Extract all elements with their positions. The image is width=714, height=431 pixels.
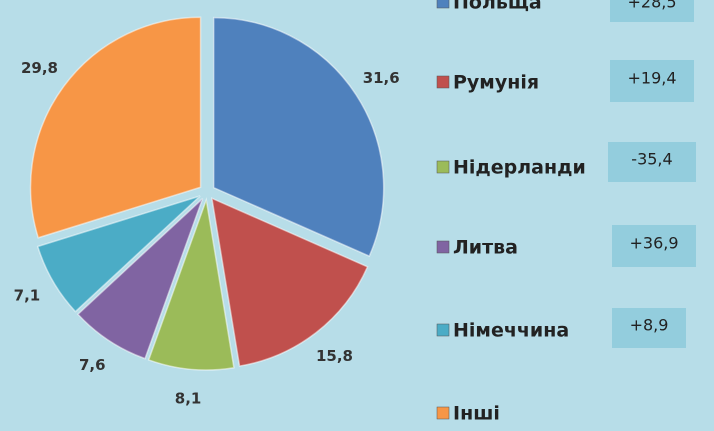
change-label: +8,9 [630,316,669,335]
change-label: -35,4 [631,150,672,169]
pie-slice [29,16,202,239]
data-label: 7,6 [79,356,106,374]
pie-slice [212,16,385,258]
legend-label: Німеччина [453,320,569,342]
change-box [612,225,696,267]
change-label: +36,9 [629,234,678,253]
data-label: 7,1 [14,287,41,305]
data-label: 8,1 [175,390,202,408]
legend-swatch [436,75,450,89]
legend-label: Інші [453,403,500,425]
legend-label: Нідерланди [453,157,586,179]
legend-swatch [436,0,450,9]
legend-label: Литва [453,237,518,259]
data-label: 15,8 [316,347,353,365]
legend-swatch [436,160,450,174]
data-label: 29,8 [21,59,58,77]
pie-slice [210,197,369,367]
pie-slice [36,195,201,313]
legend-label: Польща [453,0,542,14]
legend-swatch [436,323,450,337]
data-label: 31,6 [363,69,400,87]
legend-swatch [436,240,450,254]
change-box [608,142,696,182]
change-box [612,308,686,348]
legend-swatch [436,406,450,420]
pie-slice [147,196,235,371]
change-label: +19,4 [627,69,676,88]
legend-label: Румунія [453,72,539,94]
pie-slice [76,198,204,360]
change-box [610,0,694,22]
change-box [610,60,694,102]
change-label: +28,5 [627,0,676,12]
